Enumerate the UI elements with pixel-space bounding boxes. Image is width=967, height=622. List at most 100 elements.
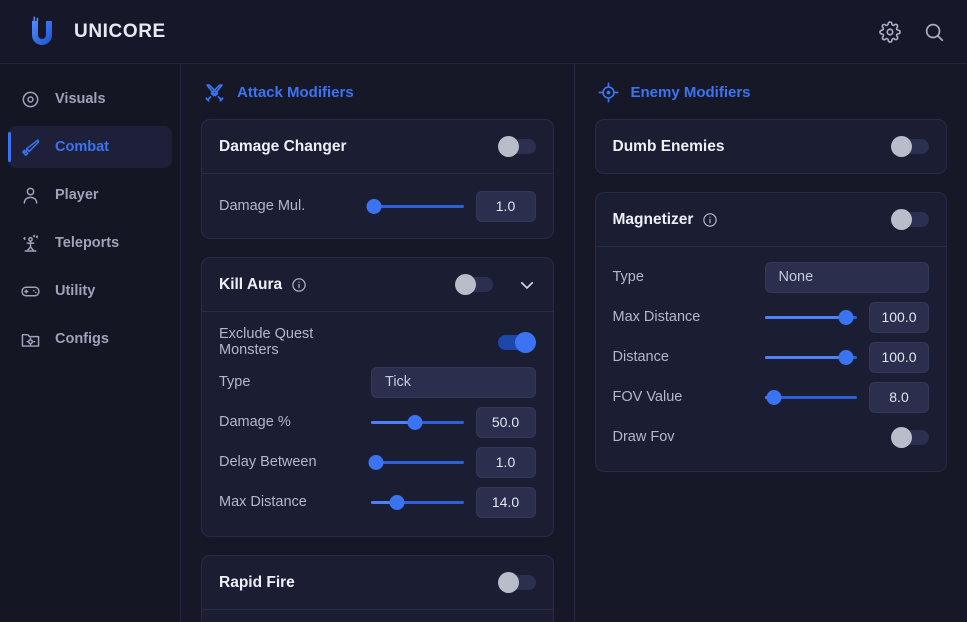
slider-thumb[interactable] xyxy=(766,389,782,405)
slider-fill xyxy=(371,420,416,424)
value-fov-value[interactable]: 8.0 xyxy=(869,381,929,413)
sidebar-item-visuals[interactable]: Visuals xyxy=(8,78,172,120)
enemy-modifiers-cards: Dumb Enemies Magnetizer Type None Max Distan… xyxy=(594,119,947,472)
chevron-down-icon[interactable] xyxy=(518,276,536,294)
toggle-knob xyxy=(497,572,519,593)
card-header: Rapid Fire xyxy=(202,556,553,609)
card-toggle[interactable] xyxy=(497,136,536,157)
folder-gear-icon xyxy=(21,333,40,347)
value-damage-[interactable]: 50.0 xyxy=(475,406,536,438)
attack-modifiers-column: Attack Modifiers Damage Changer Damage Mu… xyxy=(181,64,575,622)
crosshair-icon xyxy=(597,82,619,103)
slider-thumb[interactable] xyxy=(366,198,382,214)
slider-max-distance[interactable] xyxy=(371,492,464,512)
row-label: FOV Value xyxy=(612,389,683,405)
slider-track xyxy=(371,460,464,464)
gear-icon xyxy=(879,20,901,43)
slider-fov-value[interactable] xyxy=(764,387,857,407)
card-toggle[interactable] xyxy=(454,274,493,295)
row-label: Delay Between xyxy=(219,454,317,470)
slider-delay-between[interactable] xyxy=(368,452,464,472)
sidebar-item-combat[interactable]: Combat xyxy=(8,126,172,168)
card-title: Damage Changer xyxy=(219,137,347,155)
sword-icon xyxy=(22,138,40,156)
toggle-knob xyxy=(514,331,536,353)
card-title: Kill Aura xyxy=(219,275,283,293)
sidebar-item-label: Teleports xyxy=(55,235,120,251)
row-type: Type None xyxy=(613,257,929,297)
row-max-distance: Max Distance 14.0 xyxy=(219,482,536,522)
sidebar-item-label: Player xyxy=(55,187,99,203)
slider-thumb[interactable] xyxy=(838,349,854,365)
slider-thumb[interactable] xyxy=(838,309,854,325)
card-toggle[interactable] xyxy=(891,136,929,157)
card-body: Damage Mul. 1.0 xyxy=(202,173,553,238)
brand: UNICORE xyxy=(24,14,166,50)
toggle-knob xyxy=(891,209,912,230)
info-icon[interactable] xyxy=(702,212,718,228)
slider-fill xyxy=(764,315,846,319)
app-header: UNICORE xyxy=(0,0,967,64)
toggle-exclude-quest-monsters[interactable] xyxy=(497,331,536,353)
card-header: Kill Aura xyxy=(202,258,553,311)
card-toggle[interactable] xyxy=(497,572,536,593)
row-damage-: Damage % 50.0 xyxy=(219,402,536,442)
card-body: Type None Max Distance 100.0 Distance 100.0 FO… xyxy=(595,246,946,471)
slider-damage-mul-[interactable] xyxy=(366,196,464,216)
value-damage-mul-[interactable]: 1.0 xyxy=(475,190,536,222)
slider-thumb[interactable] xyxy=(368,454,384,470)
row-label: Distance xyxy=(612,349,669,365)
value-max-distance[interactable]: 100.0 xyxy=(869,301,929,333)
toggle-draw-fov[interactable] xyxy=(891,426,929,448)
slider-track xyxy=(764,395,857,399)
slider-damage-[interactable] xyxy=(371,412,464,432)
row-distance: Distance 100.0 xyxy=(612,337,929,377)
slider-thumb[interactable] xyxy=(407,414,423,430)
sidebar-item-configs[interactable]: Configs xyxy=(8,318,172,360)
search-button[interactable] xyxy=(923,21,945,43)
slider-thumb[interactable] xyxy=(389,494,405,510)
row-delay-between: Delay Between 1.0 xyxy=(219,442,536,482)
slider-distance[interactable] xyxy=(764,347,857,367)
row-label: Draw Fov xyxy=(612,429,675,445)
select-type[interactable]: Tick xyxy=(371,366,536,398)
slider-max-distance[interactable] xyxy=(764,307,857,327)
card-header: Dumb Enemies xyxy=(596,120,947,173)
attack-modifiers-cards: Damage Changer Damage Mul. 1.0 Kill Aura Exc… xyxy=(201,119,554,622)
sidebar-item-utility[interactable]: Utility xyxy=(8,270,172,312)
sidebar-item-label: Configs xyxy=(55,331,109,347)
sidebar-item-label: Utility xyxy=(55,283,96,299)
crossed-swords-icon xyxy=(205,84,224,102)
value-max-distance[interactable]: 14.0 xyxy=(475,486,536,518)
content-area: Attack Modifiers Damage Changer Damage Mu… xyxy=(181,64,967,622)
card-body: Exclude Quest Monsters Type Tick Damage % 50… xyxy=(202,311,553,536)
row-draw-fov: Draw Fov xyxy=(612,417,929,457)
row-label: Max Distance xyxy=(612,309,701,325)
toggle-knob xyxy=(891,426,912,448)
teleport-icon xyxy=(23,234,38,252)
row-exclude-quest-monsters: Exclude Quest Monsters xyxy=(219,322,536,362)
eye-icon xyxy=(22,91,39,107)
card-body xyxy=(202,609,553,622)
select-type[interactable]: None xyxy=(764,261,929,293)
info-icon[interactable] xyxy=(291,277,307,293)
enemy-modifiers-title: Enemy Modifiers xyxy=(630,84,751,101)
value-delay-between[interactable]: 1.0 xyxy=(475,446,536,478)
attack-modifiers-header: Attack Modifiers xyxy=(201,82,554,103)
row-type: Type Tick xyxy=(219,362,536,402)
toggle-knob xyxy=(891,136,912,157)
card-kill-aura: Kill Aura Exclude Quest Monsters Type Tick D… xyxy=(201,257,554,537)
sidebar-item-player[interactable]: Player xyxy=(8,174,172,216)
sidebar-item-teleports[interactable]: Teleports xyxy=(8,222,172,264)
app-body: Visuals Combat Player Teleports Utility Confi… xyxy=(0,64,967,622)
person-icon xyxy=(23,187,38,204)
row-damage-mul-: Damage Mul. 1.0 xyxy=(219,186,536,226)
row-label: Damage Mul. xyxy=(219,198,306,214)
value-distance[interactable]: 100.0 xyxy=(869,341,929,373)
row-fov-value: FOV Value 8.0 xyxy=(612,377,929,417)
settings-button[interactable] xyxy=(879,20,901,43)
card-title: Dumb Enemies xyxy=(612,137,725,155)
attack-modifiers-title: Attack Modifiers xyxy=(237,84,354,101)
card-toggle[interactable] xyxy=(891,209,929,230)
